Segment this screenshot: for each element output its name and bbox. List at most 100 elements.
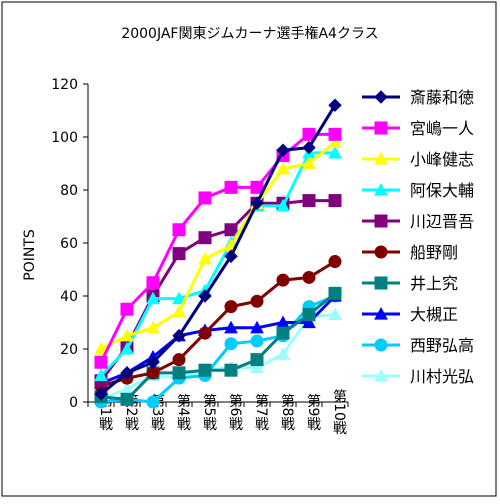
series-6 — [94, 255, 342, 393]
legend-label: 大槻正 — [410, 305, 458, 324]
legend-item: 井上究 — [362, 274, 458, 293]
data-point — [276, 347, 290, 360]
data-point — [302, 315, 316, 329]
data-point — [224, 300, 238, 314]
legend-item: 大槻正 — [362, 305, 458, 324]
legend-item: 斎藤和徳 — [362, 88, 474, 107]
data-point — [224, 337, 238, 351]
data-point — [146, 355, 160, 369]
series-line — [100, 260, 336, 388]
data-point — [120, 366, 134, 380]
x-tick-label: 第10戦 — [331, 388, 347, 436]
series-line — [99, 132, 335, 363]
data-point — [120, 341, 134, 355]
data-point — [198, 191, 212, 205]
legend-item: 阿保大輔 — [362, 181, 474, 200]
data-point — [328, 135, 342, 148]
y-tick-label: 100 — [51, 130, 78, 146]
data-point — [172, 291, 186, 305]
legend-label: 井上究 — [410, 274, 458, 293]
data-point — [276, 143, 290, 157]
series-line — [100, 292, 336, 401]
data-point — [250, 196, 264, 210]
legend-item: 小峰健志 — [362, 150, 474, 169]
data-point — [250, 320, 264, 334]
legend-label: 船野剛 — [410, 243, 458, 262]
y-tick-label: 40 — [60, 289, 78, 305]
legend-marker — [374, 182, 388, 196]
legend-item: 西野弘高 — [362, 336, 474, 355]
legend-item: 川辺晋吾 — [362, 212, 474, 231]
y-tick-label: 20 — [60, 342, 78, 358]
data-point — [328, 145, 342, 159]
data-point — [302, 127, 316, 141]
data-point — [94, 341, 108, 355]
data-point — [302, 156, 316, 170]
legend-marker — [374, 90, 388, 104]
legend-item: 船野剛 — [362, 243, 458, 262]
data-point — [172, 247, 186, 261]
data-point — [302, 308, 316, 322]
data-point — [198, 363, 212, 377]
x-tick-label: 第9戦 — [305, 393, 321, 432]
y-tick-label: 120 — [51, 77, 78, 93]
series-1 — [94, 98, 342, 401]
data-point — [198, 326, 212, 340]
data-point — [172, 329, 186, 343]
data-point — [224, 180, 238, 194]
data-point — [328, 127, 342, 141]
data-point — [328, 194, 342, 208]
legend-marker — [374, 214, 388, 228]
legend-marker — [374, 306, 388, 320]
x-tick-label: 第8戦 — [279, 393, 295, 432]
data-point — [250, 294, 264, 308]
legend-item: 川村光弘 — [362, 367, 474, 386]
data-point — [302, 270, 316, 284]
x-tick-label: 第7戦 — [253, 393, 269, 432]
data-point — [172, 223, 186, 237]
data-point — [172, 366, 186, 380]
data-point — [94, 368, 108, 382]
legend-label: 斎藤和徳 — [410, 88, 474, 107]
data-point — [146, 276, 160, 290]
data-point — [146, 395, 160, 409]
data-point — [328, 307, 342, 321]
data-point — [250, 353, 264, 367]
legend-label: 阿保大輔 — [410, 181, 474, 200]
data-point — [198, 231, 212, 245]
data-point — [224, 363, 238, 377]
data-point — [224, 223, 238, 237]
x-tick-label: 第5戦 — [201, 393, 217, 432]
legend-label: 西野弘高 — [410, 336, 474, 355]
data-point — [146, 291, 160, 305]
data-point — [328, 286, 342, 300]
data-point — [120, 328, 134, 342]
data-point — [302, 140, 316, 155]
data-point — [120, 392, 134, 406]
y-axis-label: POINTS — [22, 229, 38, 281]
data-point — [172, 353, 186, 367]
data-point — [198, 289, 212, 303]
series-line — [99, 151, 335, 377]
data-point — [276, 161, 290, 175]
data-point — [276, 198, 290, 212]
y-tick-label: 60 — [60, 236, 78, 252]
series-2 — [94, 127, 342, 369]
data-point — [276, 326, 290, 340]
data-point — [250, 360, 264, 374]
data-point — [198, 251, 212, 265]
data-point — [276, 273, 290, 287]
data-point — [224, 249, 238, 263]
x-tick-label: 第6戦 — [227, 393, 243, 432]
legend-marker — [374, 151, 388, 165]
data-point — [328, 98, 342, 112]
legend-label: 宮嶋一人 — [410, 119, 474, 138]
legend-item: 宮嶋一人 — [362, 119, 474, 138]
legend-marker — [374, 245, 388, 259]
legend-marker — [374, 276, 388, 290]
data-point — [146, 320, 160, 334]
data-point — [94, 355, 108, 369]
